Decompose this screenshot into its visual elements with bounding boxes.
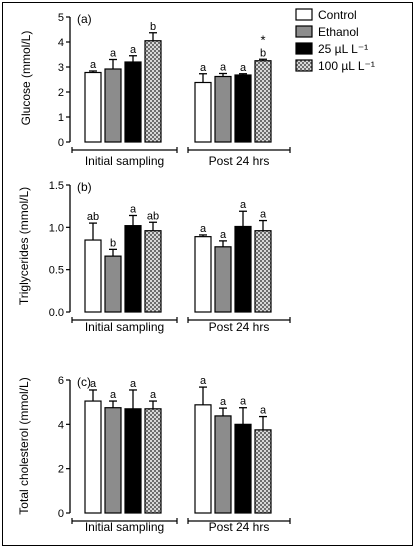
legend-swatch [296, 43, 312, 54]
legend-swatch [296, 9, 312, 20]
bar [215, 416, 231, 513]
y-tick-label: 1.5 [49, 180, 64, 192]
bar [235, 226, 251, 312]
group-label: Post 24 hrs [209, 154, 270, 168]
significance-letter: a [240, 62, 247, 74]
significance-letter: a [240, 199, 247, 211]
group-label: Post 24 hrs [209, 520, 270, 534]
bar [255, 61, 271, 142]
y-tick-label: 4 [58, 419, 64, 431]
group-label: Initial sampling [85, 154, 164, 168]
significance-letter: a [220, 229, 227, 241]
y-tick-label: 0 [58, 137, 64, 149]
significance-letter: b [150, 21, 156, 33]
legend-label: Control [318, 8, 357, 22]
bar [195, 83, 211, 143]
significance-letter: a [220, 396, 227, 408]
significance-letter: a [110, 48, 117, 60]
significance-letter: a [220, 62, 227, 74]
y-tick-label: 1.0 [49, 222, 64, 234]
significance-letter: a [200, 223, 207, 235]
significance-letter: a [200, 62, 207, 74]
group-label: Initial sampling [85, 320, 164, 334]
bar [255, 231, 271, 312]
significance-letter: a [110, 389, 117, 401]
legend-label: Ethanol [318, 25, 359, 39]
significance-asterisk: * [260, 32, 265, 47]
significance-letter: a [260, 209, 267, 221]
bar [195, 237, 211, 312]
panel-label: (a) [77, 12, 92, 26]
bar [255, 430, 271, 513]
bar [215, 77, 231, 143]
bar [105, 256, 121, 312]
significance-letter: a [90, 59, 97, 71]
significance-letter: ab [147, 210, 159, 222]
significance-letter: a [200, 375, 207, 387]
y-axis-label: Triglycerides (mmol/L) [17, 187, 31, 305]
y-tick-label: 2 [58, 464, 64, 476]
bar [85, 240, 101, 312]
legend: Control Ethanol 25 µL L⁻¹ 100 µL L⁻¹ [296, 8, 375, 73]
significance-letter: b [260, 47, 266, 59]
y-tick-label: 2 [58, 87, 64, 99]
significance-letter: a [130, 378, 137, 390]
legend-label: 25 µL L⁻¹ [318, 42, 368, 56]
y-tick-label: 1 [58, 112, 64, 124]
significance-letter: a [130, 44, 137, 56]
y-tick-label: 0.5 [49, 265, 64, 277]
panel-label: (c) [77, 375, 91, 389]
panel-b: 0.0 0.5 1.0 1.5 Triglycerides (mmol/L) (b) ab b… [17, 180, 290, 334]
y-tick-label: 4 [58, 37, 64, 49]
bar [125, 226, 141, 312]
bar [105, 408, 121, 513]
group-label: Post 24 hrs [209, 320, 270, 334]
bar [125, 409, 141, 513]
y-axis-label: Total cholesterol (mmol/L) [17, 377, 31, 514]
significance-letter: a [130, 203, 137, 215]
bar [85, 401, 101, 513]
bar [235, 424, 251, 513]
y-axis-label: Glucose (mmol/L) [19, 31, 33, 126]
legend-label: 100 µL L⁻¹ [318, 59, 375, 73]
legend-swatch [296, 60, 312, 71]
y-tick-label: 0.0 [49, 307, 64, 319]
bar [105, 69, 121, 142]
bar [215, 247, 231, 312]
significance-letter: a [150, 389, 157, 401]
y-tick-label: 6 [58, 375, 64, 387]
bar [145, 231, 161, 312]
bar [125, 62, 141, 142]
y-tick-label: 0 [58, 508, 64, 520]
y-tick-label: 3 [58, 62, 64, 74]
significance-letter: a [260, 405, 267, 417]
bar [85, 73, 101, 143]
group-label: Initial sampling [85, 520, 164, 534]
bar [195, 405, 211, 513]
significance-letter: ab [87, 211, 99, 223]
panel-label: (b) [77, 180, 92, 194]
legend-swatch [296, 26, 312, 37]
significance-letter: a [90, 378, 97, 390]
bar [145, 41, 161, 142]
significance-letter: a [240, 396, 247, 408]
bar [235, 75, 251, 142]
bar [145, 409, 161, 513]
y-tick-label: 5 [58, 12, 64, 24]
significance-letter: b [110, 237, 116, 249]
